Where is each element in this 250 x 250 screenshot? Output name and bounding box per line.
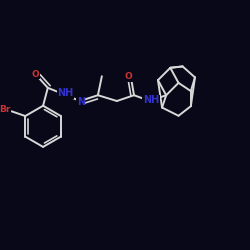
Text: O: O	[124, 72, 132, 81]
Text: N: N	[77, 97, 85, 107]
Text: NH: NH	[143, 95, 159, 105]
Text: NH: NH	[57, 88, 74, 98]
Text: Br: Br	[0, 105, 11, 114]
Text: O: O	[32, 70, 40, 79]
